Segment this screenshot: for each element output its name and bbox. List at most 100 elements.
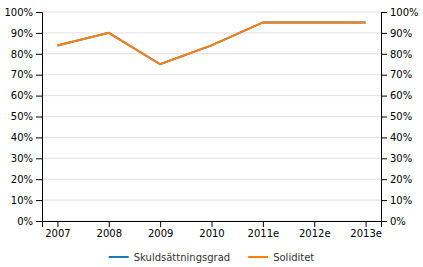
- tick: 60%: [381, 90, 412, 101]
- tick-mark: [381, 75, 387, 76]
- chart: 2007 2008 2009 2010 2011e 2012e 2013e 0% 10% 20% 3…: [0, 0, 423, 267]
- tick-label: 40%: [390, 132, 412, 143]
- grid-line: [42, 200, 381, 201]
- tick-mark: [36, 200, 42, 201]
- tick-mark: [109, 221, 110, 227]
- tick-label: 40%: [11, 132, 33, 143]
- line: [57, 22, 365, 64]
- tick: 20%: [11, 174, 42, 185]
- tick-label: 60%: [11, 90, 33, 101]
- tick: 2010: [199, 221, 224, 239]
- tick-mark: [381, 158, 387, 159]
- tick: 2011e: [248, 221, 280, 239]
- tick: 10%: [381, 195, 412, 206]
- tick-label: 70%: [390, 69, 412, 80]
- tick: 90%: [381, 28, 412, 39]
- tick-label: 10%: [11, 195, 33, 206]
- tick-mark: [381, 33, 387, 34]
- tick-mark: [36, 75, 42, 76]
- tick-label: 80%: [390, 49, 412, 60]
- tick-mark: [381, 12, 387, 13]
- y-axis: 0% 10% 20% 30% 40% 50% 60% 70% 80% 90% 100%: [4, 7, 42, 227]
- tick-label: 100%: [390, 7, 419, 18]
- tick-label: 2007: [45, 228, 70, 239]
- tick: 90%: [11, 28, 42, 39]
- grid-line: [42, 74, 381, 75]
- legend-label: Skuldsättningsgrad: [134, 252, 230, 263]
- tick-label: 2012e: [299, 228, 331, 239]
- grid: [42, 12, 381, 221]
- legend-item: Soliditet: [248, 252, 314, 263]
- tick-mark: [36, 117, 42, 118]
- tick-label: 100%: [4, 7, 33, 18]
- legend: Skuldsättningsgrad Soliditet: [109, 252, 315, 263]
- tick-mark: [57, 221, 58, 227]
- tick-label: 30%: [390, 153, 412, 164]
- tick: 70%: [11, 69, 42, 80]
- tick: 2008: [97, 221, 122, 239]
- tick-mark: [381, 96, 387, 97]
- tick: 2007: [45, 221, 70, 239]
- grid-line: [42, 53, 381, 54]
- tick-mark: [381, 221, 387, 222]
- line: [57, 22, 365, 64]
- legend-item: Skuldsättningsgrad: [109, 252, 230, 263]
- tick: 0%: [17, 216, 42, 227]
- y2-axis: 0% 10% 20% 30% 40% 50% 60% 70% 80% 90% 100%: [381, 7, 419, 227]
- tick: 40%: [381, 132, 412, 143]
- tick: 70%: [381, 69, 412, 80]
- tick-mark: [212, 221, 213, 227]
- series-group: [57, 22, 365, 64]
- legend-swatch: [109, 256, 129, 258]
- axis-line: [382, 13, 388, 222]
- tick-mark: [381, 54, 387, 55]
- grid-line: [42, 12, 381, 13]
- plot: 2007 2008 2009 2010 2011e 2012e 2013e 0% 10% 20% 3…: [4, 7, 418, 239]
- tick: 50%: [381, 111, 412, 122]
- tick: 50%: [11, 111, 42, 122]
- tick-label: 0%: [390, 216, 406, 227]
- tick-mark: [36, 221, 42, 222]
- tick-mark: [381, 137, 387, 138]
- tick-label: 2011e: [248, 228, 280, 239]
- tick: 0%: [381, 216, 406, 227]
- tick-label: 60%: [390, 90, 412, 101]
- tick: 20%: [381, 174, 412, 185]
- tick-label: 90%: [390, 28, 412, 39]
- axis-line: [43, 222, 382, 228]
- tick-label: 30%: [11, 153, 33, 164]
- tick: 100%: [4, 7, 42, 18]
- tick-mark: [381, 179, 387, 180]
- tick: 100%: [381, 7, 419, 18]
- grid-line: [42, 158, 381, 159]
- tick: 30%: [381, 153, 412, 164]
- grid-line: [42, 179, 381, 180]
- tick: 2013e: [350, 221, 382, 239]
- axis-line: [36, 13, 43, 222]
- tick-mark: [381, 200, 387, 201]
- tick: 80%: [381, 49, 412, 60]
- tick: 2012e: [299, 221, 331, 239]
- legend-swatch: [248, 256, 268, 258]
- tick-mark: [381, 117, 387, 118]
- tick-label: 50%: [11, 111, 33, 122]
- tick-mark: [36, 137, 42, 138]
- tick: 60%: [11, 90, 42, 101]
- tick-label: 2013e: [350, 228, 382, 239]
- grid-line: [42, 116, 381, 117]
- tick-mark: [36, 12, 42, 13]
- tick-label: 20%: [11, 174, 33, 185]
- tick-mark: [36, 96, 42, 97]
- tick-mark: [36, 54, 42, 55]
- x-axis: 2007 2008 2009 2010 2011e 2012e 2013e: [43, 221, 382, 239]
- tick-mark: [36, 158, 42, 159]
- tick: 30%: [11, 153, 42, 164]
- tick-label: 2010: [199, 228, 224, 239]
- tick: 2009: [148, 221, 173, 239]
- tick: 80%: [11, 49, 42, 60]
- grid-line: [42, 32, 381, 33]
- tick-label: 80%: [11, 49, 33, 60]
- tick-label: 10%: [390, 195, 412, 206]
- tick-mark: [314, 221, 315, 227]
- tick-mark: [366, 221, 367, 227]
